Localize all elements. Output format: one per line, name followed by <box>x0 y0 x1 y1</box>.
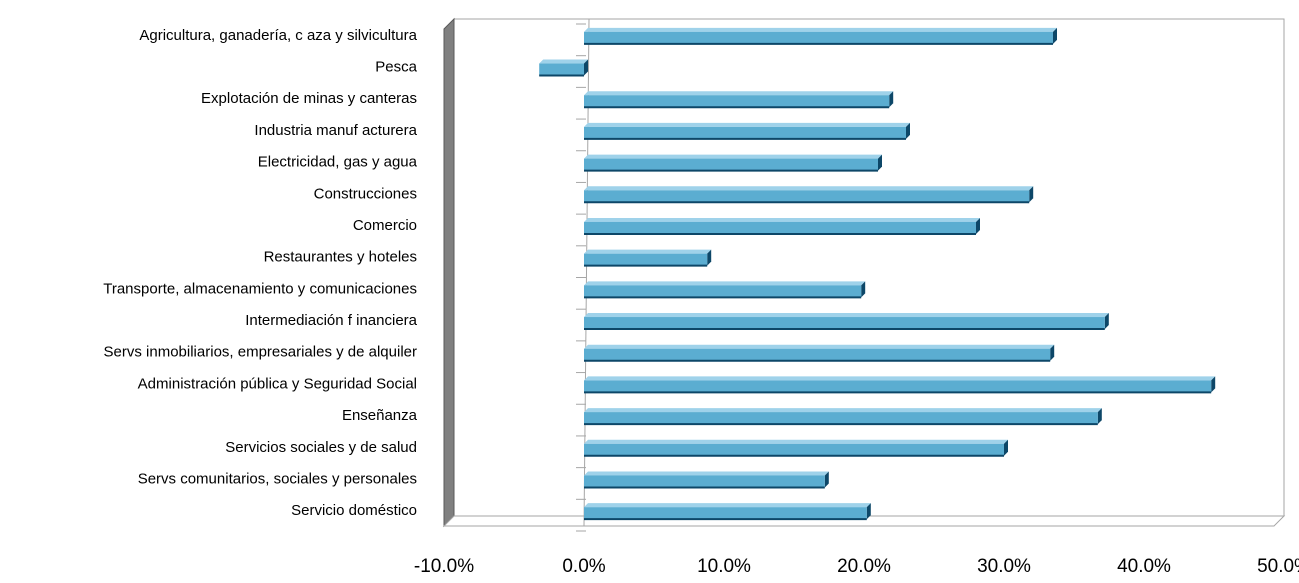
bar <box>584 27 1057 45</box>
bar <box>584 344 1055 362</box>
bar <box>584 154 882 172</box>
bar-top <box>584 376 1216 381</box>
bar-face <box>584 412 1098 425</box>
side-wall <box>443 17 455 528</box>
category-label: Transporte, almacenamiento y comunicacio… <box>103 280 417 297</box>
bar-top <box>584 471 829 476</box>
x-tick-label: 40.0% <box>1117 556 1171 577</box>
bar-side <box>889 91 894 108</box>
bar <box>584 376 1216 394</box>
bar-top <box>584 313 1109 318</box>
bar-face <box>584 31 1053 44</box>
bar-top <box>584 281 866 286</box>
bar-side <box>906 122 910 139</box>
bar-top <box>584 249 712 254</box>
bar-face <box>584 221 976 234</box>
bar-face <box>584 126 906 139</box>
bar <box>584 249 712 267</box>
bar-top <box>584 503 871 508</box>
bar-face <box>584 317 1105 330</box>
bar-top <box>584 122 910 127</box>
x-tick-label: 0.0% <box>562 556 605 577</box>
category-label: Servicio doméstico <box>291 502 417 519</box>
bar <box>584 408 1102 426</box>
bar <box>584 471 829 489</box>
bar <box>584 503 871 521</box>
category-label: Pesca <box>375 59 417 76</box>
category-label: Restaurantes y hoteles <box>264 249 417 266</box>
bar-top <box>584 186 1034 191</box>
bar-top <box>584 91 894 96</box>
category-label: Enseñanza <box>342 407 418 424</box>
bar <box>584 281 866 299</box>
bar-top <box>584 408 1102 413</box>
x-tick-labels: -10.0% 0.0% 10.0% 20.0% 30.0% 40.0% 50.0% <box>414 556 1299 577</box>
bar <box>584 439 1008 457</box>
x-tick-label: 10.0% <box>697 556 751 577</box>
category-label: Comercio <box>353 217 417 234</box>
x-tick-label: -10.0% <box>414 556 474 577</box>
x-tick-label: 50.0% <box>1257 556 1299 577</box>
bar-side <box>861 281 866 298</box>
bar-top <box>584 27 1057 32</box>
bar-face <box>584 95 890 108</box>
bar-side <box>878 154 882 171</box>
bar-face <box>584 507 867 520</box>
category-label: Administración pública y Seguridad Socia… <box>138 375 417 392</box>
bar-top <box>539 59 588 64</box>
bar-top <box>584 154 882 159</box>
bar-side <box>1097 408 1102 425</box>
bar <box>584 313 1109 331</box>
bar-face <box>584 158 878 171</box>
bar-side <box>1004 439 1008 456</box>
bar-top <box>584 439 1008 444</box>
x-tick-label: 20.0% <box>837 556 891 577</box>
bar-top <box>584 217 980 222</box>
bar-side <box>976 217 980 234</box>
bar-side <box>824 471 829 488</box>
bar-top <box>584 344 1055 349</box>
bar-side <box>1053 27 1057 44</box>
category-label: Servicios sociales y de salud <box>225 439 417 456</box>
bar-face <box>584 475 825 488</box>
bar-side <box>584 59 588 76</box>
bar-face <box>584 253 708 266</box>
bar <box>584 186 1034 204</box>
category-label: Agricultura, ganadería, c aza y silvicul… <box>139 27 417 44</box>
bars <box>539 27 1216 521</box>
bar <box>584 217 980 235</box>
bar-side <box>866 503 871 520</box>
bar <box>584 91 894 109</box>
bar-face <box>584 285 862 298</box>
bar-face <box>584 348 1051 361</box>
category-labels: Agricultura, ganadería, c aza y silvicul… <box>103 27 417 519</box>
category-label: Intermediación f inanciera <box>245 312 417 329</box>
category-label: Servs inmobiliarios, empresariales y de … <box>104 344 417 361</box>
category-label: Servs comunitarios, sociales y personale… <box>138 470 417 487</box>
bar-side <box>1050 344 1055 361</box>
bar-side <box>1211 376 1216 393</box>
bar-side <box>1029 186 1034 203</box>
bar <box>539 59 588 77</box>
bar-face <box>584 380 1212 393</box>
category-label: Electricidad, gas y agua <box>258 154 418 171</box>
bar-face <box>584 443 1004 456</box>
bar-side <box>707 249 712 266</box>
bar <box>584 122 910 140</box>
bar-face <box>539 63 584 76</box>
category-label: Industria manuf acturera <box>254 122 417 139</box>
category-label: Explotación de minas y canteras <box>201 90 417 107</box>
bar-side <box>1104 313 1109 330</box>
x-tick-label: 30.0% <box>977 556 1031 577</box>
bar-face <box>584 190 1030 203</box>
category-label: Construcciones <box>314 185 417 202</box>
